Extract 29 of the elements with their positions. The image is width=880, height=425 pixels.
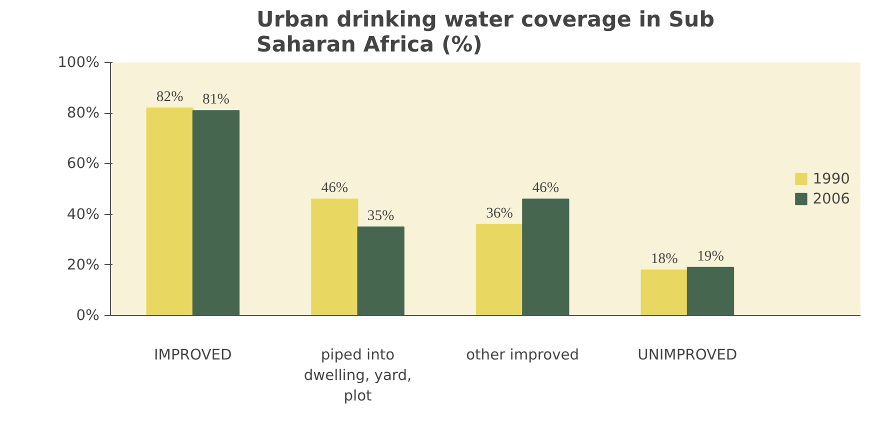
data-label: 18%: [650, 250, 678, 267]
bar: [640, 269, 688, 316]
data-label: 82%: [156, 89, 184, 106]
x-tick-label: IMPROVED: [154, 346, 232, 364]
bar: [192, 110, 240, 316]
data-label: 46%: [321, 180, 348, 196]
data-label: 36%: [486, 205, 513, 222]
y-tick-label: 20%: [66, 256, 100, 274]
data-label: 46%: [532, 180, 560, 196]
bar: [357, 226, 404, 316]
x-tick-label: UNIMPROVED: [638, 346, 738, 364]
bar: [146, 108, 194, 316]
x-tick-label: other improved: [466, 346, 580, 364]
bar: [476, 224, 524, 316]
data-label: 81%: [202, 92, 230, 108]
legend-label: 2006: [812, 190, 850, 207]
data-label: 19%: [697, 248, 724, 264]
bar: [522, 198, 570, 316]
bar: [311, 198, 358, 316]
data-label: 35%: [367, 208, 394, 224]
legend-label: 1990: [812, 170, 850, 187]
y-tick-label: 80%: [66, 104, 100, 122]
x-tick-label: piped into dwelling, yard, plot: [304, 346, 412, 404]
y-tick-label: 0%: [76, 307, 100, 324]
bar: [686, 266, 734, 316]
y-tick-label: 100%: [58, 54, 100, 71]
y-tick-label: 40%: [66, 206, 100, 223]
chart-title: Urban drinking water coverage in Sub Saharan Africa (%): [256, 8, 714, 58]
y-tick-label: 60%: [66, 155, 100, 172]
